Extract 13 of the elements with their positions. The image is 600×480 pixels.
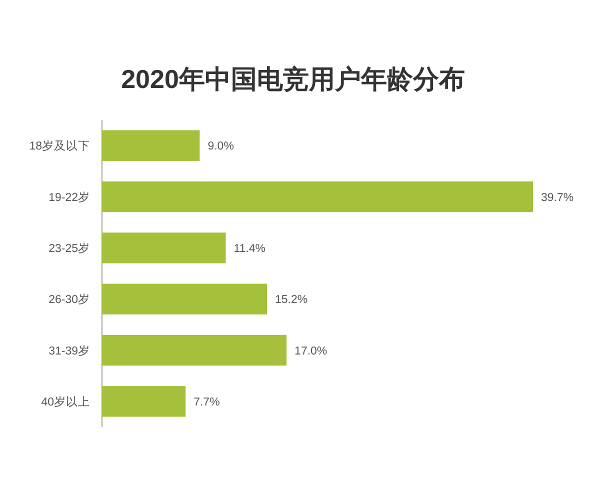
data-label: 15.2% [275,294,308,306]
category-label: 19-22岁 [48,192,90,204]
category-label: 18岁及以下 [29,140,90,153]
data-label: 11.4% [234,242,266,255]
category-label: 31-39岁 [48,345,90,358]
data-label: 39.7% [541,192,574,204]
title: 2020年中国电竞用户年龄分布 [121,64,465,94]
data-label: 7.7% [194,396,220,408]
category-label: 40岁以上 [41,396,90,408]
data-label: 17.0% [294,345,328,358]
category-label: 23-25岁 [48,242,90,255]
data-label: 9.0% [208,140,234,153]
category-label: 26-30岁 [48,294,90,306]
